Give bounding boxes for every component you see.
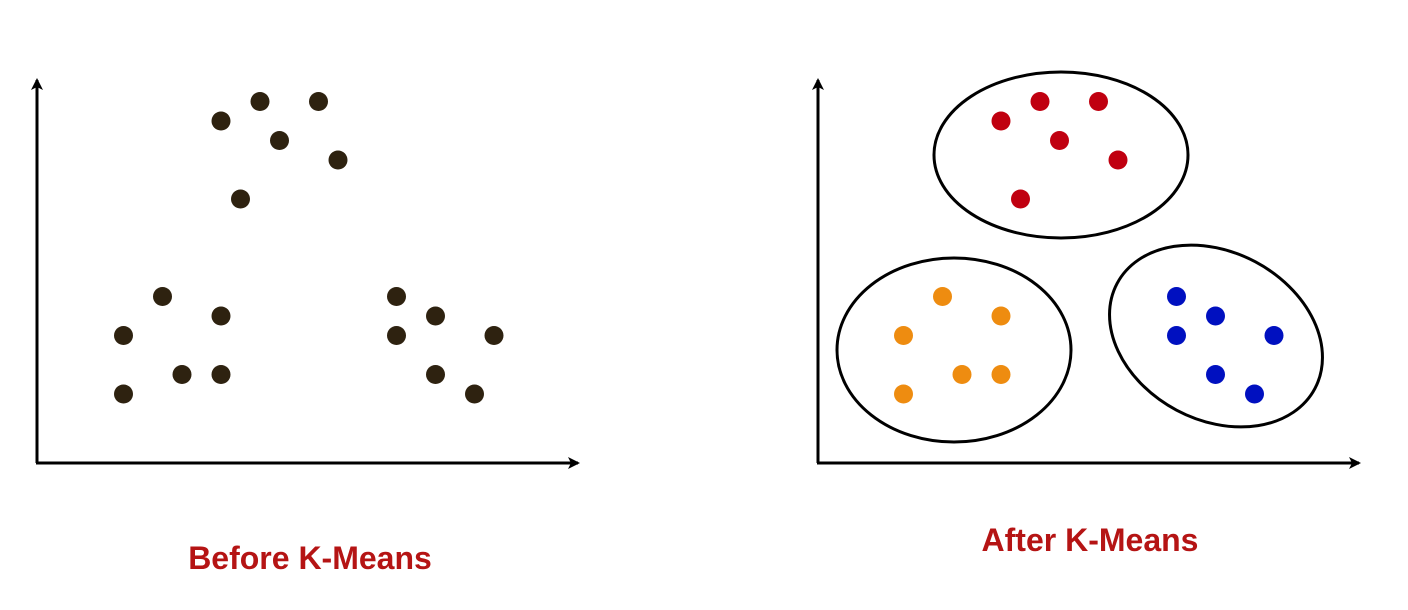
data-point xyxy=(114,384,133,404)
after-points-group xyxy=(894,92,1284,404)
data-point xyxy=(114,326,133,345)
cluster-outline-right xyxy=(1108,243,1324,429)
data-point xyxy=(153,287,172,306)
cluster-point-red xyxy=(1030,92,1050,111)
after-caption: After K-Means xyxy=(981,522,1199,558)
data-point xyxy=(231,189,250,209)
cluster-point-red xyxy=(1108,150,1128,170)
data-point xyxy=(250,92,270,111)
cluster-point-red xyxy=(991,111,1011,131)
data-point xyxy=(211,111,231,131)
data-point xyxy=(211,306,231,326)
before-panel xyxy=(31,78,580,469)
cluster-point-blue xyxy=(1167,287,1186,306)
cluster-point-orange xyxy=(894,384,913,404)
cluster-point-red xyxy=(1089,92,1108,111)
data-point xyxy=(484,326,504,345)
data-point xyxy=(426,365,445,384)
cluster-point-blue xyxy=(1245,384,1264,404)
cluster-outline-top xyxy=(932,70,1190,240)
data-point xyxy=(270,131,289,150)
cluster-point-orange xyxy=(991,306,1011,326)
data-point xyxy=(309,92,328,111)
cluster-point-orange xyxy=(991,365,1011,384)
cluster-point-orange xyxy=(933,287,952,306)
data-point xyxy=(426,306,445,326)
cluster-point-orange xyxy=(952,365,972,384)
cluster-outline-left xyxy=(835,256,1073,444)
before-caption: Before K-Means xyxy=(188,540,432,576)
cluster-point-blue xyxy=(1167,326,1186,345)
cluster-point-blue xyxy=(1206,306,1225,326)
cluster-point-red xyxy=(1050,131,1069,150)
cluster-point-orange xyxy=(894,326,913,345)
data-point xyxy=(387,326,406,345)
cluster-point-red xyxy=(1011,189,1030,209)
cluster-point-blue xyxy=(1264,326,1284,345)
data-point xyxy=(465,384,484,404)
after-panel xyxy=(812,70,1361,469)
cluster-point-blue xyxy=(1206,365,1225,384)
data-point xyxy=(172,365,192,384)
data-point xyxy=(387,287,406,306)
before-points-group xyxy=(114,92,504,404)
data-point xyxy=(328,150,348,170)
data-point xyxy=(211,365,231,384)
